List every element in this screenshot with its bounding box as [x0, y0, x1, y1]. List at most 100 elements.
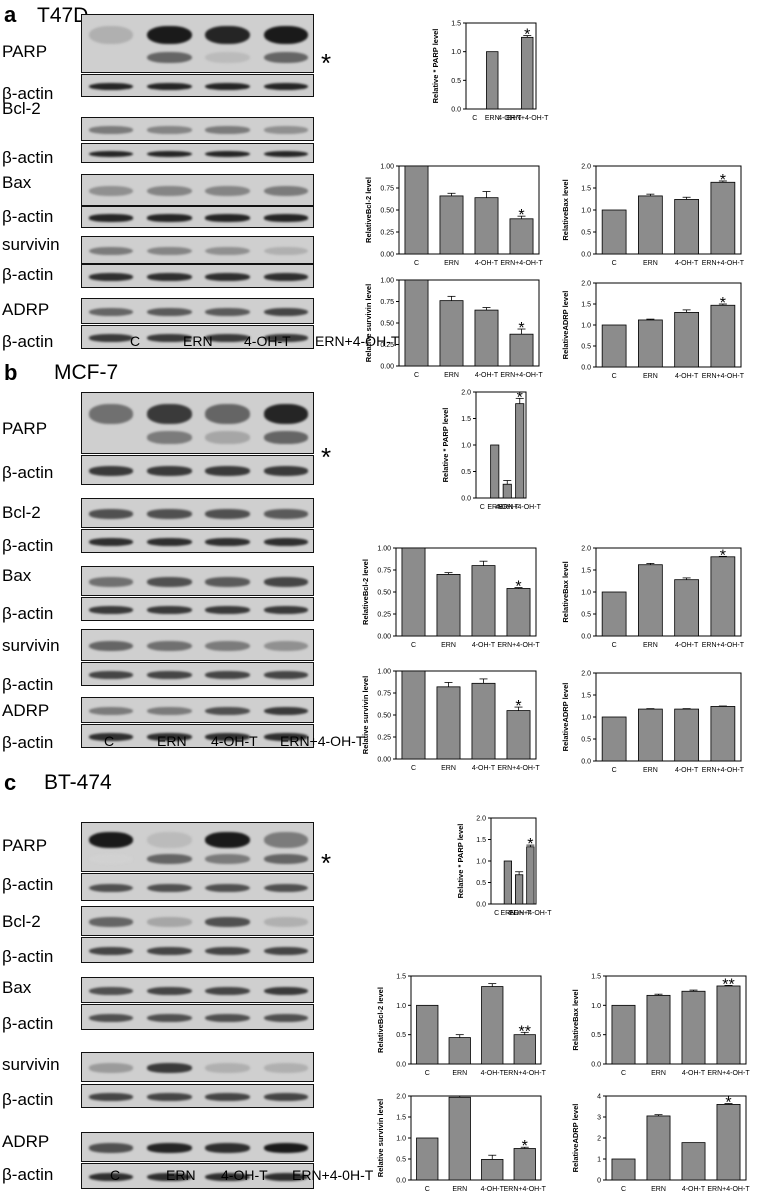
- x-tick-label: C: [411, 642, 416, 649]
- protein-band: [88, 185, 134, 197]
- blot-label: ADRP: [2, 1132, 50, 1151]
- bar: [646, 994, 671, 1065]
- protein-band: [88, 640, 134, 652]
- x-tick-label: C: [621, 1186, 626, 1193]
- cell-line-title: T47D: [37, 4, 89, 27]
- protein-band: [88, 307, 134, 317]
- significance-marker: *: [524, 27, 530, 44]
- x-tick-label: 4-OH-T: [472, 642, 496, 649]
- y-tick-label: 0: [597, 1178, 601, 1185]
- x-tick-label: ERN: [441, 642, 456, 649]
- blot-label: PARP: [2, 836, 48, 855]
- loading-control-label: β-actin: [2, 875, 54, 894]
- lane-label: 4-OH-T: [211, 733, 258, 749]
- blot-label: survivin: [2, 1055, 60, 1074]
- cleaved-band: [205, 431, 250, 444]
- protein-band: [263, 1063, 308, 1073]
- protein-band: [263, 917, 308, 927]
- protein-band: [147, 185, 192, 197]
- significance-marker: *: [720, 547, 726, 564]
- lane-label: ERN: [166, 1167, 196, 1183]
- bar: [509, 218, 534, 255]
- cleaved-band: [263, 854, 308, 864]
- loading-control-label: β-actin: [2, 675, 54, 694]
- protein-band: [205, 1013, 250, 1023]
- x-tick-label: ERN: [651, 1070, 666, 1077]
- protein-band: [205, 946, 250, 956]
- y-tick-label: 0.50: [380, 321, 394, 328]
- blot-target-strip: [81, 117, 314, 141]
- protein-band: [263, 538, 308, 546]
- x-tick-label: 4-OH-T: [682, 1070, 706, 1077]
- x-tick-label: ERN+4-OH-T: [707, 1070, 750, 1077]
- cell-line-title: BT-474: [44, 771, 112, 794]
- protein-band: [205, 126, 250, 134]
- lane-label: C: [104, 733, 115, 749]
- x-tick-label: 4-OH-T: [475, 260, 499, 267]
- protein-band: [147, 538, 192, 546]
- protein-band: [88, 82, 134, 91]
- y-tick-label: 1.5: [396, 974, 406, 981]
- x-tick-label: C: [621, 1070, 626, 1077]
- y-tick-label: 0.5: [581, 344, 591, 351]
- bar: [474, 197, 499, 255]
- protein-band: [147, 1093, 192, 1101]
- significance-marker: *: [518, 320, 524, 337]
- bar: [710, 706, 736, 762]
- significance-marker: *: [725, 1095, 731, 1112]
- blot-actin-strip: [81, 206, 314, 228]
- x-tick-label: C: [425, 1070, 430, 1077]
- bar: [674, 199, 699, 255]
- protein-band: [88, 538, 134, 546]
- blot-actin-strip: [81, 74, 314, 97]
- y-tick-label: 0.25: [377, 612, 391, 619]
- y-tick-label: 0.75: [377, 691, 391, 698]
- y-tick-label: 0.0: [581, 759, 591, 766]
- y-tick-label: 0.75: [377, 568, 391, 575]
- plot-frame: [605, 975, 747, 1065]
- bar: [515, 403, 525, 499]
- bar: [471, 682, 496, 760]
- y-tick-label: 2.0: [581, 671, 591, 678]
- cleaved-band: [205, 854, 250, 864]
- lane-label: C: [130, 333, 141, 349]
- protein-band: [263, 606, 308, 614]
- bar: [474, 309, 499, 367]
- protein-band: [147, 334, 192, 342]
- bar: [710, 181, 736, 255]
- protein-band: [263, 986, 308, 996]
- protein-band: [147, 577, 192, 587]
- x-tick-label: ERN: [651, 1186, 666, 1193]
- protein-band: [205, 706, 250, 716]
- protein-band: [263, 214, 308, 222]
- protein-band: [205, 1172, 250, 1182]
- bar-chart: 0.0 0.5 1.0 1.5 RelativeBcl-2 level C ERN 4-OH-…: [376, 974, 547, 1078]
- y-tick-label: 0.5: [581, 612, 591, 619]
- protein-band: [88, 1063, 134, 1073]
- bar-chart: 0.00 0.25 0.50 0.75 1.00 RelativeBcl-2 level C…: [364, 164, 543, 268]
- y-axis-label: Relative * PARP level: [456, 824, 465, 899]
- y-tick-label: 1.00: [377, 669, 391, 676]
- protein-band: [205, 1063, 250, 1073]
- protein-band: [88, 1093, 134, 1101]
- blot-target-strip: [81, 822, 314, 872]
- significance-marker: *: [515, 579, 521, 596]
- y-tick-label: 2: [597, 1136, 601, 1143]
- loading-control-label: β-actin: [2, 84, 54, 103]
- y-tick-label: 0.5: [396, 1157, 406, 1164]
- protein-band: [263, 404, 308, 424]
- y-tick-label: 2.0: [581, 546, 591, 553]
- bar-chart: 0.0 0.5 1.0 1.5 2.0 RelativeBax level C ERN 4-OH…: [561, 164, 745, 268]
- y-tick-label: 1.00: [377, 546, 391, 553]
- blot-target-strip: [81, 392, 314, 454]
- protein-band: [88, 404, 134, 424]
- lane-label: ERN: [183, 333, 213, 349]
- x-tick-label: C: [414, 372, 419, 379]
- protein-band: [88, 25, 134, 45]
- blot-actin-strip: [81, 597, 314, 621]
- x-tick-label: 4-OH-T: [682, 1186, 706, 1193]
- y-tick-label: 1.0: [591, 1003, 601, 1010]
- protein-band: [88, 334, 134, 342]
- plot-frame: [465, 22, 537, 110]
